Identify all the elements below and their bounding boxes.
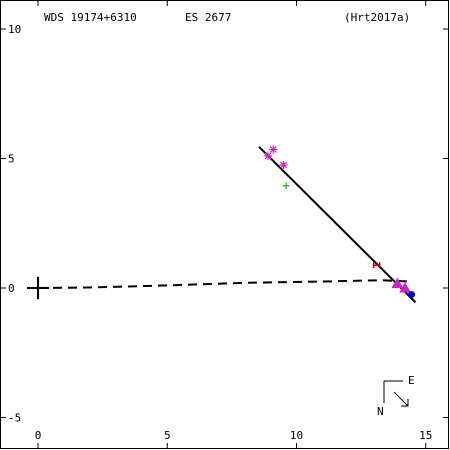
compass-east-label: E <box>408 374 415 387</box>
triangle-marker <box>391 277 404 289</box>
asterisk-marker <box>279 160 288 169</box>
y-tick-label: 10 <box>8 23 21 36</box>
compass-north-label: N <box>377 405 384 418</box>
asterisk-stroke <box>280 161 287 169</box>
compass: E N <box>377 374 415 418</box>
y-tick-label: -5 <box>8 412 21 425</box>
asterisk-stroke <box>264 152 272 160</box>
h-bar-marker <box>372 262 381 269</box>
dashed-path <box>37 279 411 289</box>
discoverer-code: ES 2677 <box>185 11 231 24</box>
compass-arrowhead <box>401 399 409 407</box>
data-layer <box>27 145 417 303</box>
fit-line <box>258 146 417 303</box>
y-tick-label: 0 <box>8 282 15 295</box>
asterisk-marker <box>269 145 278 154</box>
asterisk-stroke <box>269 146 277 153</box>
plus-marker <box>282 182 290 190</box>
orbit-reference: (Hrt2017a) <box>344 11 410 24</box>
dot-marker <box>408 290 416 298</box>
triangle-marker <box>399 281 411 293</box>
compass-motion-arrow <box>393 391 409 407</box>
asterisk-marker <box>264 151 273 160</box>
x-tick-label: 15 <box>419 429 432 442</box>
x-tick-label: 5 <box>164 429 171 442</box>
x-tick-label: 0 <box>35 429 42 442</box>
wds-id: WDS 19174+6310 <box>44 11 137 24</box>
y-tick-label: 5 <box>8 153 15 166</box>
x-tick-label: 10 <box>290 429 303 442</box>
